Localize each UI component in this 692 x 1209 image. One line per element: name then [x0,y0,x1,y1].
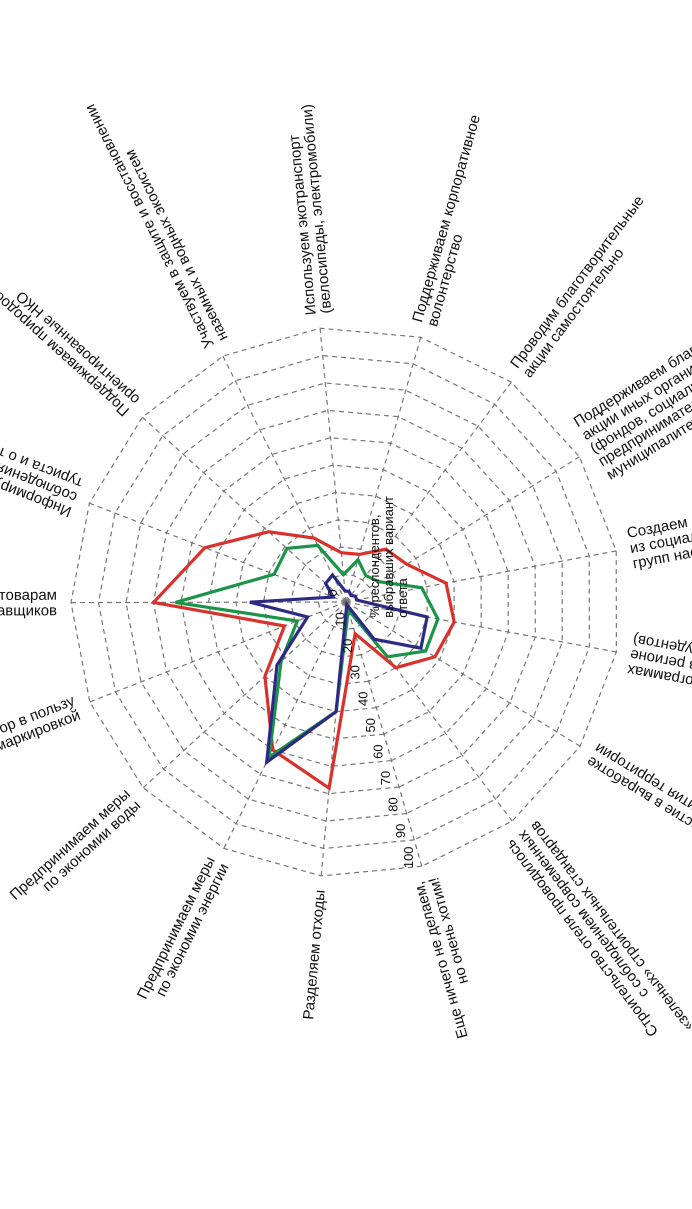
axis-label: Используем экотранспорт(велосипеды, элек… [283,103,335,315]
axis-label: Принимаем участие в выработкестратегии р… [584,739,692,888]
axis-label: Проводим благотворительныеакции самостоя… [507,193,660,381]
grid-ring [70,327,618,877]
series-polygon [150,530,456,791]
axis-label: Делаем выбор в пользупокупки товаров с э… [0,692,83,810]
grid-ring [97,354,591,850]
r-axis-label: % респондентов,выбравших вариантответа [367,496,410,618]
axis-label: Информируем гостей о важностисоблюдения … [0,382,85,520]
axis-label: Поддерживаем благотворительныеакции иных… [571,286,692,483]
r-tick-label: 30 [348,665,363,679]
axis-spoke [89,502,347,603]
axis-spoke [142,601,347,789]
grid-ring [235,491,455,713]
r-tick-label: 80 [386,797,401,811]
series-layer [150,530,456,791]
axis-label: Создаем рабочие места для людейиз социал… [626,479,692,572]
grid-ring [290,546,401,658]
r-tick-label: 10 [333,612,348,626]
axis-spoke [223,601,347,849]
axis-label: Разделяем отходы [300,889,329,1020]
series-polygon [175,543,440,761]
grid-ring [125,382,563,822]
r-tick-label: 60 [371,744,386,758]
grid-ring [262,519,428,685]
series-polygon [249,572,429,766]
r-tick-label: 20 [340,639,355,653]
axis-label: Поддерживаем природоохранные / социально… [0,178,143,420]
axis-spoke [345,456,580,603]
r-tick-label: 70 [378,771,393,785]
axis-label: Еще ничего не делаем,но очень хотим! [411,875,487,1040]
axis-spoke [70,601,347,604]
axis-spoke [89,601,347,703]
axis-label: Строительство отеля проводилосьс соблюде… [502,817,692,1053]
r-tick-label: 0 [325,589,340,596]
axis-label: Отдаем предпочтение товарами услугам мес… [0,587,57,620]
axis-spoke [345,601,423,867]
grid-layer [70,327,618,877]
r-tick-label: 90 [393,824,408,838]
axis-label: Участвуем в защите и восстановленииназем… [82,94,232,350]
axis-spoke [319,328,347,603]
axis-label: Поддерживаем корпоративноеволонтерство [409,113,499,329]
axis-spoke [345,550,617,603]
grid-ring [317,573,374,631]
r-tick-label: 100 [401,846,416,868]
r-tick-label: 50 [363,718,378,732]
grid-ring [152,409,536,795]
axis-spoke [345,601,581,747]
grid-ring [180,437,509,767]
axis-spoke [345,601,617,653]
axis-spoke [222,355,347,603]
axis-spoke [141,416,347,603]
grid-ring [207,464,482,740]
r-tick-label: 40 [355,691,370,705]
axis-label: Предпринимаем мерыпо экономии воды [7,785,144,915]
axis-label: Принимаем участие в программахподготовки… [625,630,692,721]
axis-label: Предпринимаем мерыпо экономии энергии [134,854,233,1009]
axis-spoke [345,381,512,603]
